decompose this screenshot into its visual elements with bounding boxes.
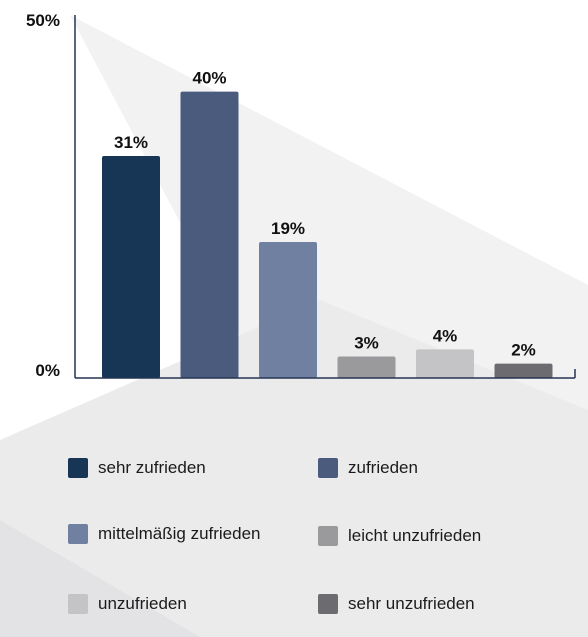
y-tick-label: 0% (35, 361, 60, 380)
bar (259, 241, 317, 378)
data-label: 31% (114, 133, 148, 152)
data-label: 3% (354, 334, 379, 353)
bar (494, 363, 553, 378)
data-label: 4% (433, 326, 458, 345)
data-label: 2% (511, 341, 536, 360)
bar (102, 156, 160, 378)
bar (180, 91, 239, 378)
bar (337, 356, 396, 378)
data-label: 40% (192, 69, 226, 88)
bar (416, 349, 474, 378)
data-label: 19% (271, 219, 305, 238)
bar-chart: 0% 50% 31% 40% 19% 3% 4% 2% (26, 11, 576, 380)
y-tick-label: 50% (26, 11, 60, 30)
